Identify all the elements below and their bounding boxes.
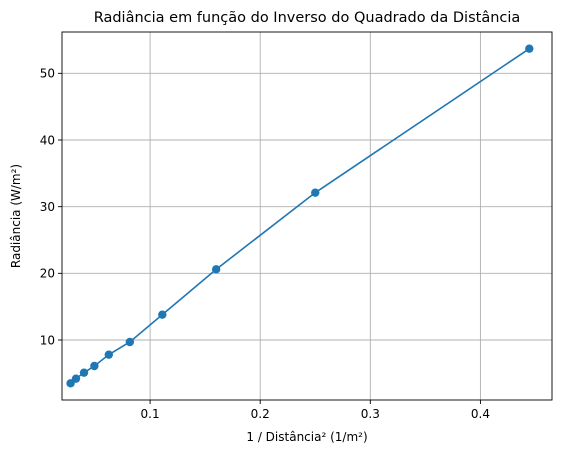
x-tick-label: 0.1 (141, 407, 160, 421)
y-tick-label: 10 (40, 333, 55, 347)
data-point (71, 374, 81, 383)
grid-layer (62, 32, 552, 400)
series-line (70, 48, 530, 384)
y-axis-label: Radiância (W/m²) (9, 164, 23, 268)
series-layer (66, 44, 534, 388)
y-tick-label: 40 (40, 133, 55, 147)
data-point (90, 361, 99, 371)
chart-title: Radiância em função do Inverso do Quadra… (94, 10, 521, 26)
x-tick-label: 0.4 (471, 407, 490, 421)
data-point (104, 350, 113, 359)
x-tick-label: 0.2 (251, 407, 270, 421)
x-tick-label: 0.3 (361, 407, 380, 421)
data-point (125, 337, 135, 347)
data-point (525, 44, 534, 53)
data-point (311, 188, 320, 197)
y-tick-label: 20 (40, 267, 55, 281)
data-point (158, 310, 167, 319)
y-tick-label: 30 (40, 200, 55, 214)
data-point (79, 368, 89, 377)
tick-layer: 0.1 0.2 0.3 0.4 10 20 30 40 50 (40, 67, 490, 421)
data-point (211, 265, 221, 274)
x-axis-label: 1 / Distância² (1/m²) (246, 430, 367, 444)
plot-frame (61, 31, 553, 401)
y-tick-label: 50 (40, 67, 55, 81)
